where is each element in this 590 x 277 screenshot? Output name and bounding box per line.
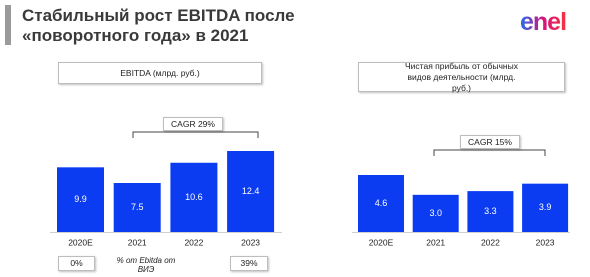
bar (170, 162, 218, 232)
value-label: 3.9 (539, 202, 552, 212)
value-label: 10.6 (185, 192, 203, 202)
share-end: 39% (230, 256, 268, 271)
bar (57, 167, 104, 232)
x-tick-label: 2022 (184, 237, 203, 247)
value-label: 12.4 (242, 186, 260, 196)
x-tick-label: 2020E (369, 237, 394, 247)
bar (358, 175, 404, 232)
bar (113, 183, 161, 232)
cagr-bracket (433, 149, 546, 156)
cagr-label: CAGR 29% (163, 117, 223, 131)
slide-title: Стабильный рост EBITDA после «поворотног… (22, 6, 295, 45)
x-tick-label: 2023 (241, 237, 260, 247)
share-start: 0% (58, 256, 95, 271)
value-label: 3.0 (429, 208, 442, 218)
x-tick-label: 2021 (426, 237, 445, 247)
chart-title: EBITDA (млрд. руб.) (58, 62, 262, 84)
cagr-label: CAGR 15% (460, 135, 520, 149)
x-tick-label: 2020E (68, 237, 93, 247)
bar (467, 191, 514, 232)
share-note: % от Ebitda от ВИЭ (116, 256, 176, 274)
accent-bar (5, 5, 11, 45)
bar (227, 151, 275, 232)
x-tick-label: 2023 (536, 237, 555, 247)
cagr-bracket (132, 131, 259, 138)
value-label: 3.3 (484, 206, 497, 216)
value-label: 4.6 (375, 198, 388, 208)
x-tick-label: 2021 (128, 237, 147, 247)
logo: enel (520, 8, 567, 36)
chart-title: Чистая прибыль от обычных видов деятельн… (358, 61, 565, 93)
value-label: 7.5 (131, 202, 144, 212)
value-label: 9.9 (74, 194, 87, 204)
x-tick-label: 2022 (481, 237, 500, 247)
bar (412, 194, 459, 232)
bar (522, 183, 569, 232)
